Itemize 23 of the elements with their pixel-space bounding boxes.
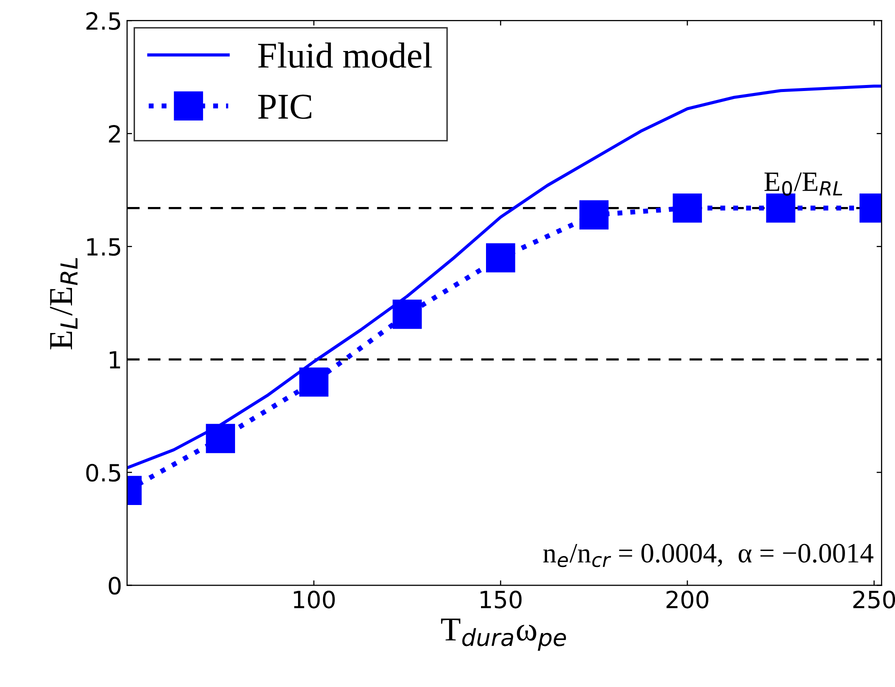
point bbox=[299, 367, 328, 397]
point bbox=[579, 200, 609, 230]
annotation: n$_{e}$/n$_{cr}$ = 0.0004, α = −0.0014 bbox=[543, 544, 874, 568]
point bbox=[392, 300, 422, 329]
x-axis-title: T$_{dura}$ω$_{pe}$ bbox=[441, 618, 566, 651]
line-series bbox=[127, 84, 882, 470]
x-tick-label: 100 bbox=[294, 590, 335, 608]
point bbox=[206, 424, 236, 454]
legend-label: PIC bbox=[258, 94, 312, 119]
y-tick-label: 0.5 bbox=[86, 464, 120, 482]
ref-line-label: E$_{0}$/E$_{RL}$ bbox=[764, 172, 842, 196]
y-tick-label: 2 bbox=[108, 125, 120, 143]
x-tick-label: 200 bbox=[666, 590, 708, 608]
point bbox=[672, 194, 702, 223]
y-axis-title: E$_{L}$/E$_{RL}$ bbox=[50, 258, 78, 350]
legend-label: Fluid model bbox=[258, 42, 432, 68]
y-tick-label: 1 bbox=[110, 351, 120, 368]
y-tick-label: 0 bbox=[108, 576, 121, 595]
y-tick-label: 2.5 bbox=[86, 12, 120, 30]
y-tick-label: 1.5 bbox=[87, 238, 120, 256]
x-tick-label: 250 bbox=[853, 590, 895, 608]
x-tick-label: 150 bbox=[480, 590, 522, 608]
point bbox=[486, 243, 516, 272]
